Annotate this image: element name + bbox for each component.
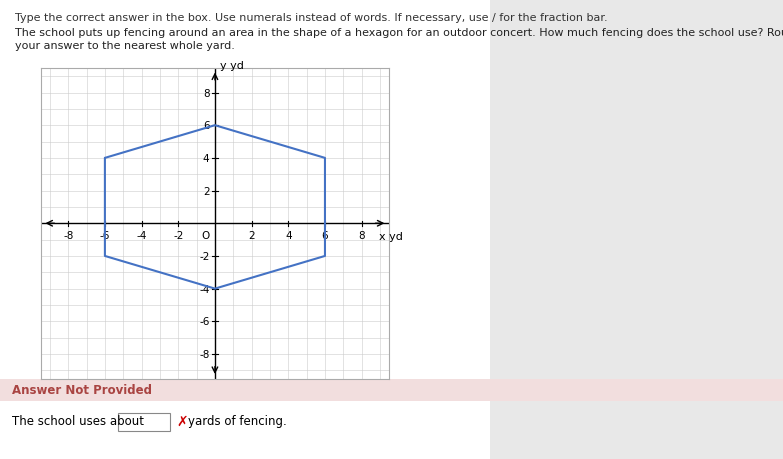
Text: The school puts up fencing around an area in the shape of a hexagon for an outdo: The school puts up fencing around an are… xyxy=(15,28,783,38)
Text: -2: -2 xyxy=(199,252,209,261)
Text: -4: -4 xyxy=(136,230,146,240)
Text: -8: -8 xyxy=(63,230,74,240)
Text: -4: -4 xyxy=(199,284,209,294)
Text: 8: 8 xyxy=(203,88,209,98)
Text: y yd: y yd xyxy=(221,61,244,71)
Text: -6: -6 xyxy=(199,317,209,327)
Text: -8: -8 xyxy=(199,349,209,359)
Text: yards of fencing.: yards of fencing. xyxy=(188,414,287,428)
Text: x yd: x yd xyxy=(379,232,403,242)
Text: 2: 2 xyxy=(203,186,209,196)
Text: -6: -6 xyxy=(99,230,110,240)
Text: 4: 4 xyxy=(285,230,291,240)
Text: 8: 8 xyxy=(359,230,365,240)
Bar xyxy=(490,0,783,459)
Bar xyxy=(0,379,783,401)
Text: -2: -2 xyxy=(173,230,183,240)
Text: ✗: ✗ xyxy=(176,414,188,428)
Text: your answer to the nearest whole yard.: your answer to the nearest whole yard. xyxy=(15,41,235,51)
Text: 6: 6 xyxy=(203,121,209,131)
Text: O: O xyxy=(201,230,209,240)
Text: The school uses about: The school uses about xyxy=(12,414,144,428)
Text: 2: 2 xyxy=(248,230,255,240)
Text: 6: 6 xyxy=(322,230,328,240)
Text: Type the correct answer in the box. Use numerals instead of words. If necessary,: Type the correct answer in the box. Use … xyxy=(15,13,608,23)
Bar xyxy=(118,413,170,431)
Text: 4: 4 xyxy=(203,154,209,163)
Text: Answer Not Provided: Answer Not Provided xyxy=(12,384,152,397)
